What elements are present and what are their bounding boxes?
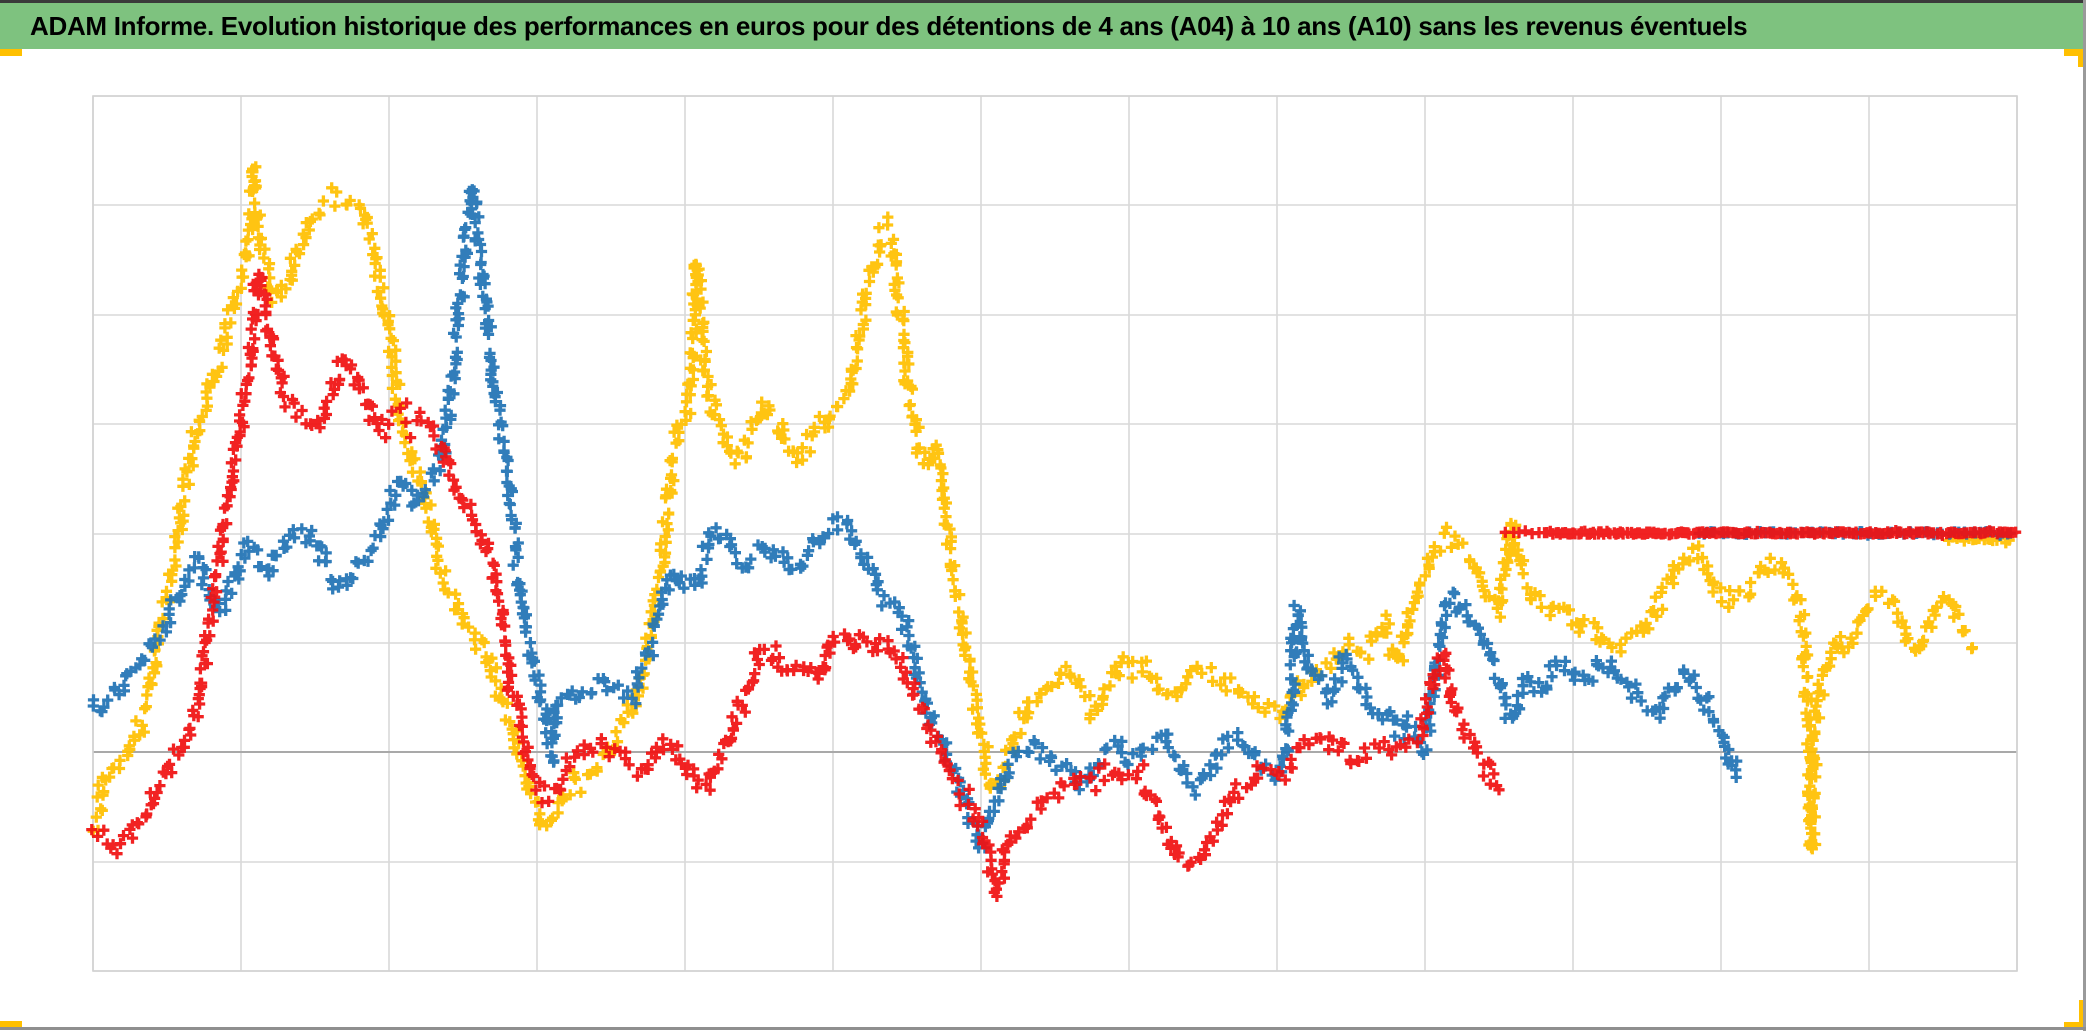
window-top-edge <box>0 0 2086 3</box>
corner-mark-top-right-h <box>2064 49 2085 56</box>
title-banner: ADAM Informe. Evolution historique des p… <box>0 3 2083 49</box>
scatter-series-group <box>86 161 2022 902</box>
red-series <box>86 268 2022 902</box>
page-title: ADAM Informe. Evolution historique des p… <box>30 10 1748 41</box>
chart-area <box>0 49 2086 1027</box>
corner-mark-bottom-left <box>0 1021 22 1028</box>
window-bottom-edge <box>0 1027 2086 1030</box>
performance-chart <box>86 95 2022 972</box>
corner-mark-top-right-v <box>2078 49 2085 67</box>
corner-mark-bottom-right-h <box>2064 1022 2086 1029</box>
window-right-edge <box>2083 0 2086 1031</box>
corner-mark-bottom-right-v <box>2079 1000 2086 1029</box>
blue-series <box>87 184 2016 854</box>
corner-mark-top-left <box>0 49 22 56</box>
